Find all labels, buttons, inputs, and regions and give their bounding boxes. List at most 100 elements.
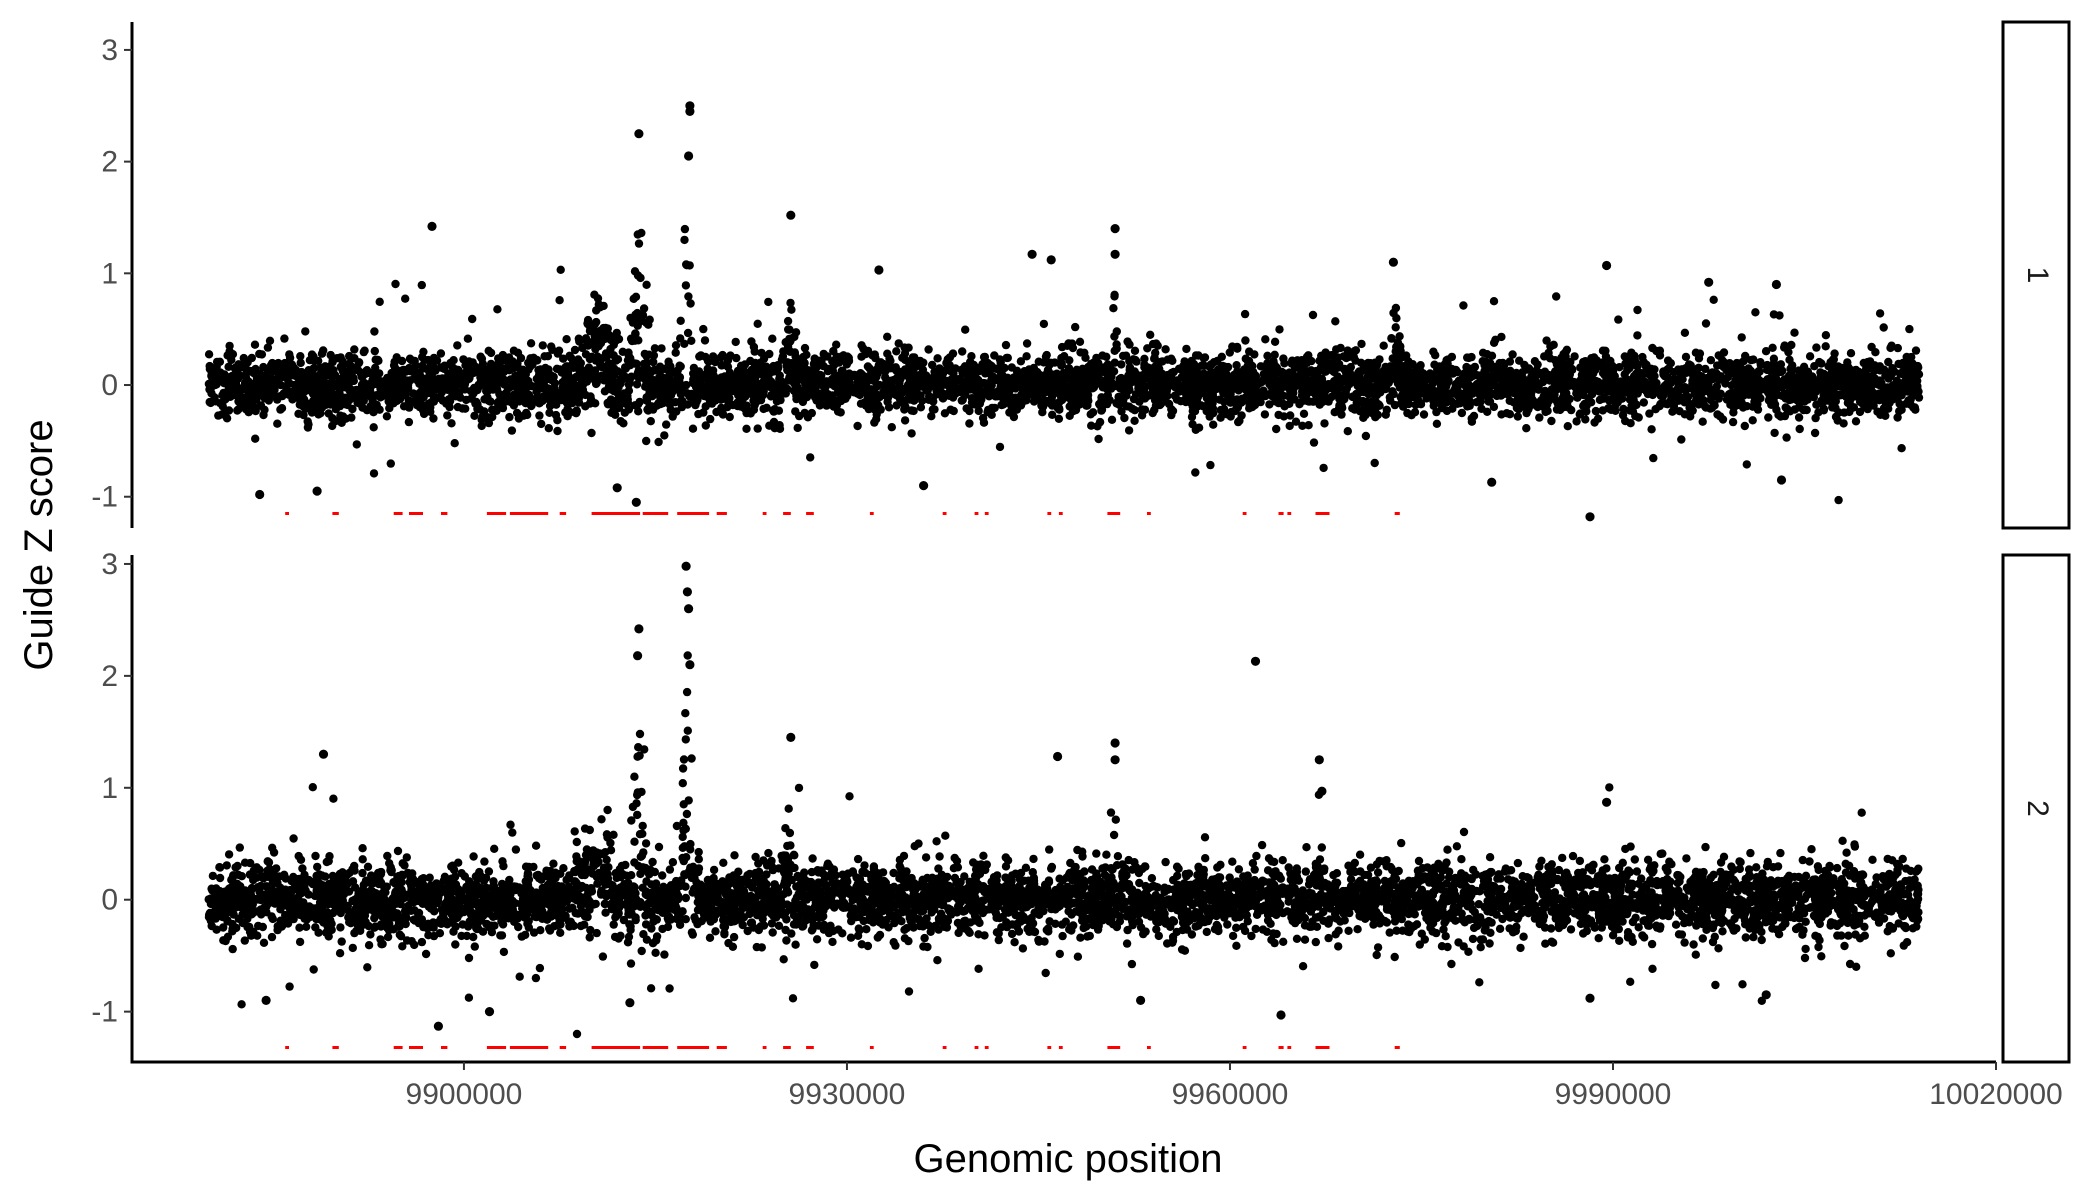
data-point — [664, 357, 673, 366]
data-point — [504, 353, 514, 362]
data-point — [1475, 386, 1484, 395]
data-point — [1879, 323, 1888, 332]
data-point — [1260, 410, 1270, 419]
data-point — [301, 327, 310, 336]
data-point — [1134, 384, 1143, 393]
data-point — [387, 368, 396, 378]
data-point — [1311, 389, 1320, 399]
data-point — [1187, 412, 1197, 422]
data-point — [1274, 398, 1283, 408]
data-point — [374, 356, 383, 365]
data-point — [219, 376, 228, 386]
data-point — [965, 419, 974, 428]
data-point — [251, 364, 260, 374]
data-point — [429, 414, 438, 423]
data-point — [1384, 367, 1393, 376]
data-point — [1614, 315, 1623, 324]
data-point — [484, 346, 493, 355]
data-point — [1148, 408, 1157, 418]
data-point — [1598, 369, 1608, 378]
data-point — [1740, 421, 1750, 431]
data-point — [624, 386, 634, 395]
data-point — [1209, 420, 1218, 429]
data-point — [1234, 417, 1243, 427]
data-point — [635, 397, 644, 407]
data-point — [547, 342, 556, 351]
data-point — [807, 408, 816, 418]
data-point — [887, 423, 896, 432]
data-point — [1666, 359, 1676, 368]
data-point — [666, 391, 676, 400]
data-point — [699, 324, 708, 334]
data-point — [554, 346, 564, 355]
data-point — [876, 358, 885, 367]
data-point — [1469, 411, 1479, 421]
data-point — [1648, 343, 1657, 353]
data-point — [249, 402, 258, 411]
data-point — [1647, 364, 1656, 373]
data-point — [1502, 385, 1511, 394]
data-point — [1542, 336, 1551, 345]
data-point — [247, 353, 256, 363]
data-point — [417, 280, 426, 290]
data-point — [1851, 417, 1861, 426]
data-point — [545, 408, 554, 417]
data-point — [260, 405, 269, 414]
data-point — [205, 385, 214, 394]
data-point — [1839, 419, 1848, 428]
data-point — [1110, 358, 1120, 367]
data-point — [1060, 352, 1069, 361]
data-point — [426, 361, 435, 371]
data-point — [967, 398, 977, 407]
data-point — [1117, 360, 1126, 369]
data-point — [1730, 402, 1740, 411]
data-point — [296, 358, 305, 368]
data-point — [505, 412, 514, 422]
data-point — [1797, 389, 1806, 398]
data-point — [787, 305, 796, 314]
data-point — [581, 334, 591, 343]
data-point — [1124, 426, 1134, 435]
data-point — [571, 409, 581, 418]
data-point — [596, 360, 605, 370]
data-point — [1749, 355, 1758, 364]
data-point — [1505, 396, 1514, 405]
data-point — [1549, 340, 1558, 349]
data-point — [1904, 396, 1913, 405]
data-point — [1112, 398, 1122, 407]
data-point — [1742, 460, 1752, 469]
data-point — [346, 392, 355, 401]
data-point — [792, 384, 801, 393]
data-point — [1875, 309, 1885, 318]
data-point — [386, 459, 395, 468]
data-point — [860, 372, 869, 381]
data-point — [1518, 394, 1528, 403]
data-point — [1385, 393, 1395, 402]
data-point — [777, 355, 787, 364]
data-point — [436, 349, 446, 358]
data-point — [1234, 396, 1243, 405]
data-point — [366, 379, 376, 388]
data-point — [884, 389, 893, 398]
data-point — [649, 357, 658, 367]
data-point — [1684, 360, 1694, 369]
data-point — [250, 340, 260, 349]
data-point — [1227, 407, 1236, 417]
data-point — [1632, 385, 1641, 395]
data-point — [811, 364, 821, 373]
data-point — [1107, 372, 1116, 381]
data-point — [1320, 419, 1329, 428]
data-point — [1088, 408, 1098, 417]
data-point — [521, 370, 530, 379]
data-point — [1130, 346, 1140, 355]
data-point — [783, 316, 793, 326]
data-point — [1011, 402, 1020, 411]
data-point — [769, 407, 778, 416]
data-point — [1497, 332, 1506, 342]
data-point — [1075, 337, 1085, 346]
data-point — [1416, 399, 1426, 408]
data-point — [687, 336, 696, 345]
data-point — [349, 376, 358, 386]
data-point — [563, 404, 572, 413]
data-point — [1272, 424, 1281, 434]
